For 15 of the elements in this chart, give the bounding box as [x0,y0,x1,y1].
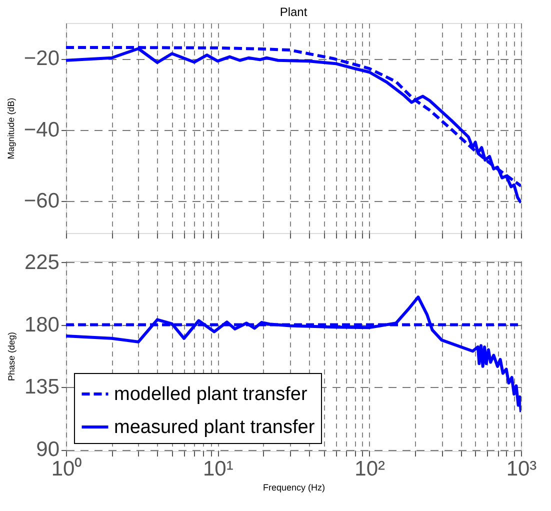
x-tick-label: 10³ [506,458,537,480]
x-tick-label: 10² [354,458,386,480]
y-tick-label: −40 [24,118,60,142]
x-axis-title: Frequency (Hz) [262,482,326,492]
y-tick-label: −60 [24,189,60,212]
y-tick-label: 225 [24,250,60,274]
y-axis-title: Magnitude (dB) [6,98,16,160]
y-tick-label: 180 [24,313,60,336]
legend-label: modelled plant transfer [114,384,308,405]
y-axis-title: Phase (deg) [6,332,16,382]
legend-label: measured plant transfer [114,417,316,438]
chart-title: Plant [280,5,308,19]
x-tick-label: 10¹ [202,458,234,480]
y-tick-label: 135 [24,376,60,399]
y-tick-label: −20 [24,47,60,70]
